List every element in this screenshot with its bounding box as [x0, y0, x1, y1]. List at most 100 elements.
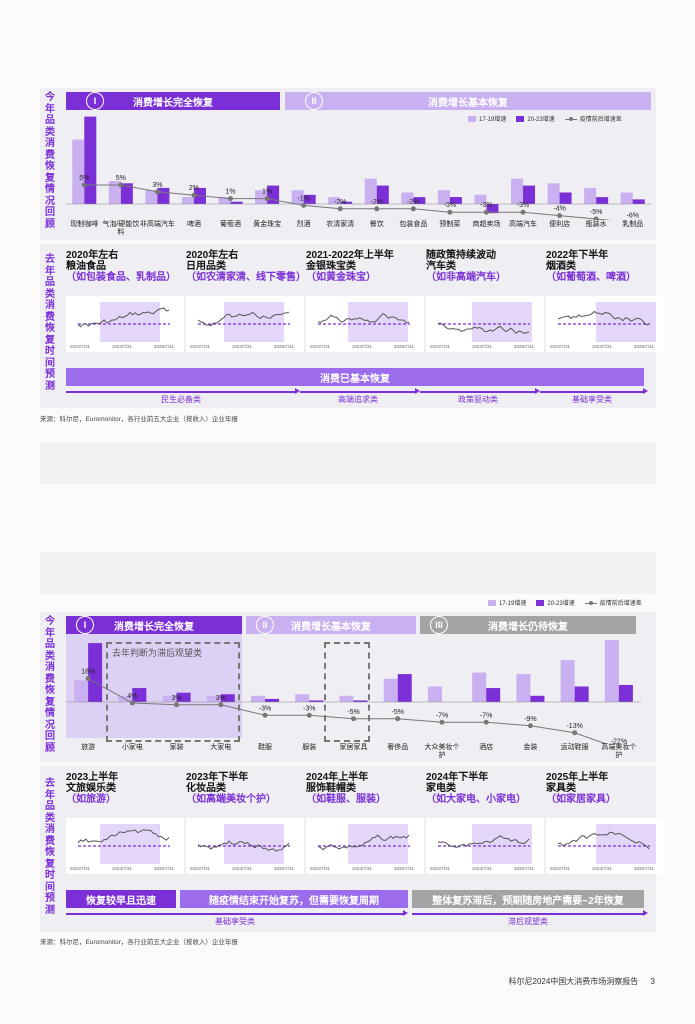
- delta-point: [262, 712, 268, 718]
- mini-axis-label: 2022/7/31: [70, 344, 91, 349]
- delta-point: [410, 206, 416, 212]
- mini-series: [77, 829, 170, 844]
- mini-axis-label: 2024/7/31: [352, 866, 373, 871]
- mini-axis-label: 2024/7/31: [352, 344, 373, 349]
- mini-title: 2021-2022年上半年 金银珠宝类: [306, 250, 394, 272]
- bar-20-23: [303, 194, 316, 204]
- mini-sub: （如葡萄酒、啤酒）: [546, 272, 636, 283]
- delta-point: [572, 730, 578, 736]
- delta-point: [483, 719, 489, 725]
- delta-point: [154, 189, 160, 195]
- chart1-band: 消费已基本恢复: [66, 368, 644, 386]
- mini-axis-label: 2026/7/31: [274, 866, 295, 871]
- mini-chart: 2025年上半年 家具类 （如家居家具） 2022/7/31 2024/7/31 202…: [546, 772, 664, 874]
- delta-point: [351, 716, 356, 722]
- bar-20-23: [596, 197, 609, 204]
- mini-series: [557, 831, 650, 850]
- bar-17-19: [295, 694, 310, 702]
- category-label: 旅游: [81, 744, 96, 751]
- arrow-label: 滞后观望类: [508, 917, 548, 926]
- category-label: 瓶装水: [585, 221, 607, 228]
- mini-svg: [197, 824, 290, 864]
- delta-label: 3%: [172, 695, 182, 702]
- mini-svg: [437, 824, 532, 864]
- chart1-legend: 17-19增速 20-23增速 疫情前后增速差: [468, 114, 622, 123]
- delta-point: [228, 196, 234, 202]
- mini-sub: （如旅游）: [66, 794, 116, 805]
- category-label: 乳制品: [622, 221, 644, 228]
- mini-plot: 2022/7/31 2024/7/31 2026/7/31: [546, 818, 664, 874]
- bar-20-23: [353, 700, 368, 702]
- category-arrow: [412, 910, 648, 916]
- bar-20-23: [220, 694, 235, 702]
- mini-axis-label: 2026/7/31: [274, 344, 295, 349]
- mini-highlight: [100, 302, 160, 342]
- mini-chart: 2020年左右 粮油食品 （如包装食品、乳制品） 2022/7/31 2024/7/3…: [66, 250, 184, 352]
- category-label: 葡萄酒: [220, 221, 242, 228]
- mini-chart: 2023年下半年 化妆品类 （如高端美妆个护） 2022/7/31 2024/7/31…: [186, 772, 304, 874]
- category-label: 高端美妆个护: [601, 744, 637, 759]
- mini-sub: （如家居家具）: [546, 794, 616, 805]
- delta-point: [306, 712, 312, 718]
- delta-label: -1%: [297, 195, 309, 202]
- delta-label: -6%: [626, 212, 638, 219]
- mini-title: 2024年下半年 家电类: [426, 772, 489, 794]
- mini-axis-label: 2022/7/31: [310, 866, 331, 871]
- delta-point: [447, 209, 453, 215]
- bar-17-19: [364, 178, 377, 204]
- mini-plot: 2022/7/31 2024/7/31 2026/7/31: [186, 818, 304, 874]
- bar-20-23: [618, 684, 633, 702]
- mini-highlight: [100, 824, 160, 864]
- delta-point: [301, 202, 307, 208]
- mini-axis-label: 2022/7/31: [310, 344, 331, 349]
- chart1-vtitle-bottom: 去年品类消费恢复时间预测: [45, 254, 55, 392]
- mini-axis-label: 2022/7/31: [550, 344, 571, 349]
- bar-17-19: [383, 678, 398, 702]
- mini-axis-label: 2024/7/31: [112, 344, 133, 349]
- delta-point: [439, 719, 445, 725]
- bar-17-19: [72, 139, 85, 204]
- mini-chart: 2020年左右 日用品类 （如农清家清、线下零售） 2022/7/31 2024/7/…: [186, 250, 306, 352]
- chart2-group2-header: II 消费增长基本恢复: [246, 616, 416, 634]
- group1-num: I: [86, 92, 104, 110]
- category-label: 餐饮: [369, 221, 384, 228]
- mini-axis-label: 2026/7/31: [634, 344, 655, 349]
- mini-highlight: [472, 824, 532, 864]
- arrow-label: 民生必备类: [161, 395, 201, 404]
- delta-label: 4%: [127, 693, 137, 700]
- mini-plot: 2022/7/31 2024/7/31 2026/7/31: [66, 296, 184, 352]
- bar-17-19: [516, 674, 531, 702]
- mini-axis-label: 2024/7/31: [592, 344, 613, 349]
- mini-axis-label: 2022/7/31: [430, 344, 451, 349]
- blank-band-2: [40, 552, 656, 594]
- legend2-c: 疫情前后增速差: [584, 598, 642, 607]
- group2-label: 消费增长基本恢复: [428, 97, 508, 109]
- bar-20-23: [230, 201, 243, 204]
- mini-svg: [317, 824, 410, 864]
- mini-series: [77, 307, 170, 328]
- mini-chart: 随政策持续波动 汽车类 （如非高端汽车） 2022/7/31 2024/7/31 202…: [426, 250, 544, 352]
- g3-label: 消费增长仍待恢复: [488, 621, 568, 633]
- bar-20-23: [530, 695, 545, 702]
- legend2-a: 17-19增速: [488, 598, 526, 607]
- bar-20-23: [397, 674, 412, 702]
- bar-17-19: [291, 190, 304, 204]
- mini-sub: （如高端美妆个护）: [186, 794, 276, 805]
- category-label: 小家电: [121, 744, 143, 751]
- bar-17-19: [206, 695, 221, 702]
- bar-17-19: [328, 197, 341, 204]
- category-label: 预制菜: [439, 221, 461, 228]
- bar-17-19: [74, 680, 89, 702]
- delta-point: [174, 702, 180, 708]
- delta-line: [84, 184, 613, 220]
- category-label: 便利店: [549, 221, 571, 228]
- category-label: 大家电: [210, 744, 232, 751]
- delta-point: [593, 216, 599, 220]
- mini-axis-label: 2026/7/31: [514, 344, 535, 349]
- delta-label: -3%: [517, 202, 529, 209]
- mini-plot: 2022/7/31 2024/7/31 2026/7/31: [186, 296, 304, 352]
- delta-label: 5%: [79, 175, 89, 182]
- category-label: 奢侈品: [387, 744, 409, 751]
- chart2-vtitle-bottom: 去年品类消费恢复时间预测: [45, 778, 55, 916]
- mini-highlight: [596, 824, 656, 864]
